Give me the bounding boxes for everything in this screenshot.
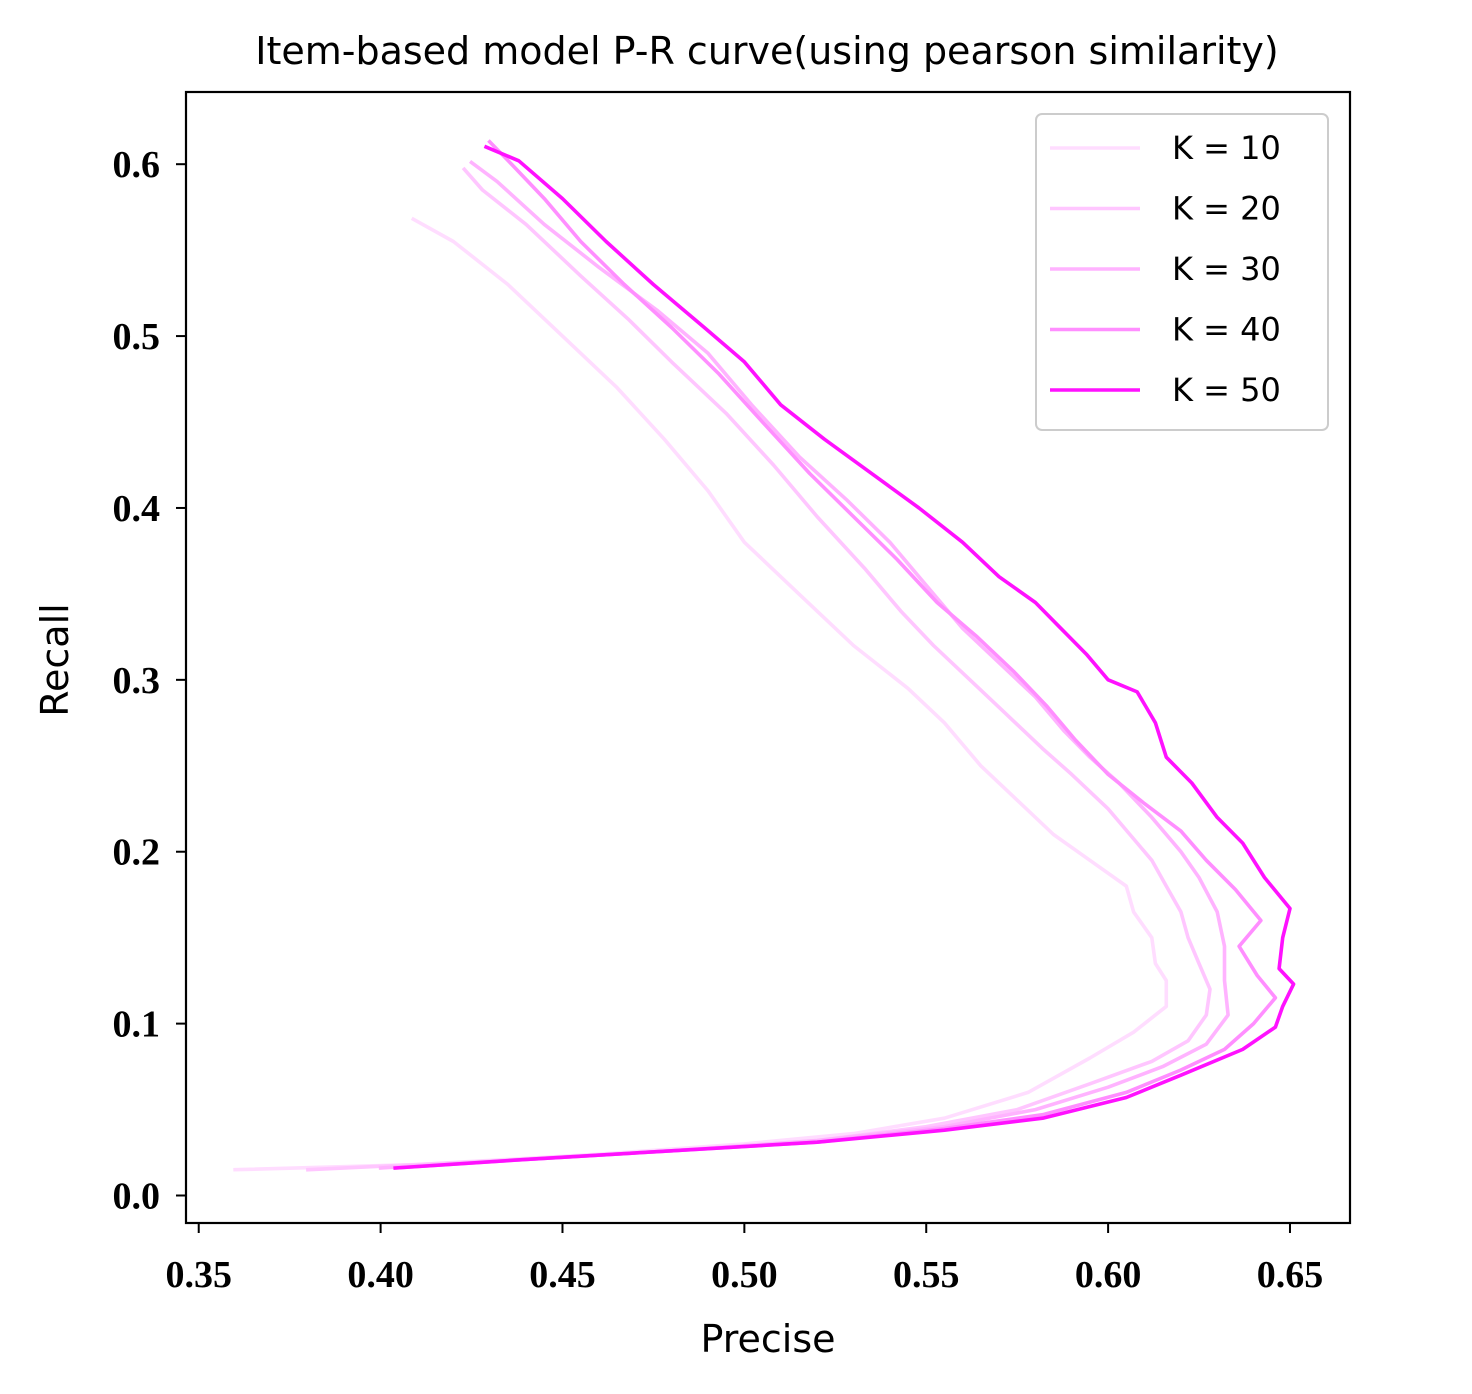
- legend-box: [1035, 113, 1329, 431]
- y-tick-label: 0.6: [113, 144, 161, 186]
- y-tick-label: 0.1: [113, 1004, 161, 1046]
- y-axis: 0.0 0.1 0.2 0.3 0.4 0.5 0.6: [113, 144, 186, 1217]
- y-tick-label: 0.2: [113, 832, 161, 874]
- plot-frame: [184, 90, 1352, 1225]
- x-tick-label: 0.35: [165, 1254, 232, 1296]
- x-tick-label: 0.50: [711, 1254, 778, 1296]
- y-tick-label: 0.0: [113, 1175, 161, 1217]
- x-axis-label: Precise: [700, 1317, 835, 1361]
- legend-label-5: K = 50: [1172, 371, 1281, 409]
- series-line-5: [393, 144, 1296, 1170]
- y-tick-label: 0.3: [113, 660, 161, 702]
- x-tick-label: 0.40: [347, 1254, 414, 1296]
- legend-label-1: K = 10: [1172, 129, 1281, 167]
- x-tick-label: 0.45: [529, 1254, 596, 1296]
- plot-area: [233, 139, 1296, 1172]
- x-tick-label: 0.60: [1075, 1254, 1142, 1296]
- y-tick-label: 0.5: [113, 316, 161, 358]
- series-line-4: [393, 139, 1278, 1170]
- chart-title: Item-based model P-R curve(using pearson…: [255, 29, 1278, 73]
- legend: K = 10 K = 20 K = 30 K = 40 K = 50: [1035, 113, 1329, 431]
- series-line-1: [233, 216, 1169, 1172]
- y-tick-label: 0.4: [113, 488, 161, 530]
- x-axis: 0.35 0.40 0.45 0.50 0.55 0.60 0.65: [165, 1223, 1323, 1296]
- x-tick-label: 0.55: [893, 1254, 960, 1296]
- legend-label-4: K = 40: [1172, 311, 1281, 349]
- legend-label-3: K = 30: [1172, 250, 1281, 288]
- x-tick-label: 0.65: [1257, 1254, 1324, 1296]
- y-axis-label: Recall: [33, 603, 77, 716]
- series-line-2: [306, 166, 1212, 1172]
- legend-label-2: K = 20: [1172, 190, 1281, 228]
